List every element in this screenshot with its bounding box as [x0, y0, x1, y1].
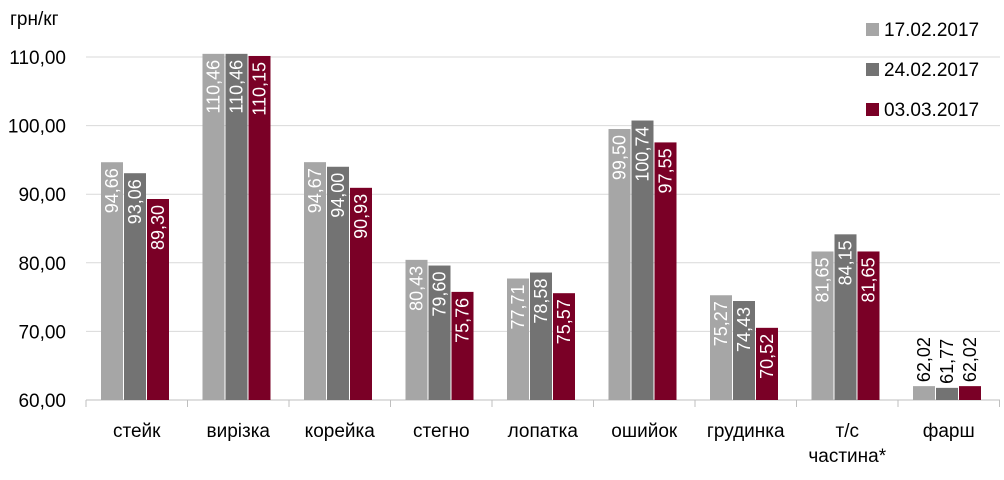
bar: [147, 199, 169, 400]
bar: [405, 259, 428, 400]
bar: [654, 142, 677, 401]
bar: [507, 278, 529, 400]
data-label: 84,15: [836, 240, 856, 285]
category-label: лопатка: [508, 421, 579, 442]
y-tick-label: 90,00: [18, 185, 66, 206]
bar: [811, 251, 834, 400]
bar: [710, 295, 732, 400]
category-label: фарш: [923, 421, 975, 442]
data-label: 90,93: [351, 194, 371, 239]
data-label: 94,00: [328, 173, 348, 218]
data-label: 94,66: [102, 168, 122, 213]
x-axis: стейк вирізка корейка стегно лопатка ошийок гр…: [85, 400, 1000, 467]
bar: [428, 265, 451, 400]
y-axis-unit-label: грн/кг: [10, 9, 59, 30]
bar: [225, 53, 248, 401]
bar: [733, 301, 755, 400]
data-label: 93,06: [125, 179, 145, 224]
legend-swatch: [866, 103, 879, 116]
legend-swatch: [866, 23, 879, 36]
bar: [857, 251, 880, 400]
y-tick-label: 100,00: [8, 117, 66, 138]
category-label: частина*: [808, 446, 886, 467]
data-label: 75,76: [453, 298, 473, 343]
data-label: 99,50: [610, 135, 630, 180]
bar: [553, 293, 575, 400]
bar: [101, 162, 123, 400]
y-tick-label: 70,00: [18, 322, 66, 343]
bar: [350, 187, 372, 400]
data-label: 94,67: [305, 168, 325, 213]
data-label: 89,30: [148, 205, 168, 250]
category-label: грудинка: [707, 421, 785, 442]
legend-label: 17.02.2017: [884, 20, 979, 41]
y-tick-label: 80,00: [18, 254, 66, 275]
legend-label: 03.03.2017: [884, 100, 979, 121]
bar: [913, 386, 935, 400]
data-label: 77,71: [508, 285, 528, 330]
data-label: 81,65: [859, 257, 879, 302]
data-label: 110,46: [227, 60, 247, 114]
data-label: 110,46: [204, 60, 224, 114]
bars: [101, 53, 981, 401]
y-tick-label: 110,00: [9, 48, 66, 69]
legend-label: 24.02.2017: [884, 60, 979, 81]
bar: [608, 129, 631, 400]
data-label: 70,52: [757, 334, 777, 379]
category-label: корейка: [305, 421, 376, 442]
bar: [451, 291, 474, 400]
y-tick-label: 60,00: [18, 391, 66, 412]
legend-swatch: [866, 63, 879, 76]
data-labels: 94,66 110,46 94,67 80,43 77,71 99,50 75,27 81,6…: [102, 60, 980, 384]
category-label: вирізка: [206, 421, 270, 442]
data-label: 62,02: [914, 337, 934, 382]
category-label: стегно: [413, 421, 470, 442]
category-label: ошийок: [611, 421, 678, 442]
data-label: 100,74: [633, 127, 653, 182]
category-label: т/с: [836, 421, 859, 442]
data-label: 75,27: [711, 301, 731, 346]
legend: 17.02.2017 24.02.2017 03.03.2017: [866, 20, 979, 121]
data-label: 78,58: [531, 279, 551, 324]
bar: [631, 120, 654, 401]
category-label: стейк: [113, 421, 161, 442]
data-label: 75,57: [554, 299, 574, 344]
bar: [202, 53, 225, 401]
data-label: 74,43: [734, 307, 754, 352]
bar: [834, 234, 857, 400]
bar: [936, 387, 958, 400]
bar: [124, 173, 146, 400]
data-label: 110,15: [250, 62, 270, 116]
data-label: 80,43: [407, 266, 427, 311]
bar: [248, 55, 271, 400]
y-axis: 60,00 70,00 80,00 90,00 100,00 110,00: [8, 48, 66, 412]
data-label: 62,02: [960, 337, 980, 382]
data-label: 81,65: [813, 257, 833, 302]
bar: [959, 386, 981, 400]
bar: [327, 166, 349, 400]
bar: [304, 162, 326, 400]
bar: [756, 327, 778, 400]
data-label: 97,55: [656, 148, 676, 193]
bar: [530, 272, 552, 400]
data-label: 79,60: [430, 272, 450, 317]
data-label: 61,77: [937, 339, 957, 384]
